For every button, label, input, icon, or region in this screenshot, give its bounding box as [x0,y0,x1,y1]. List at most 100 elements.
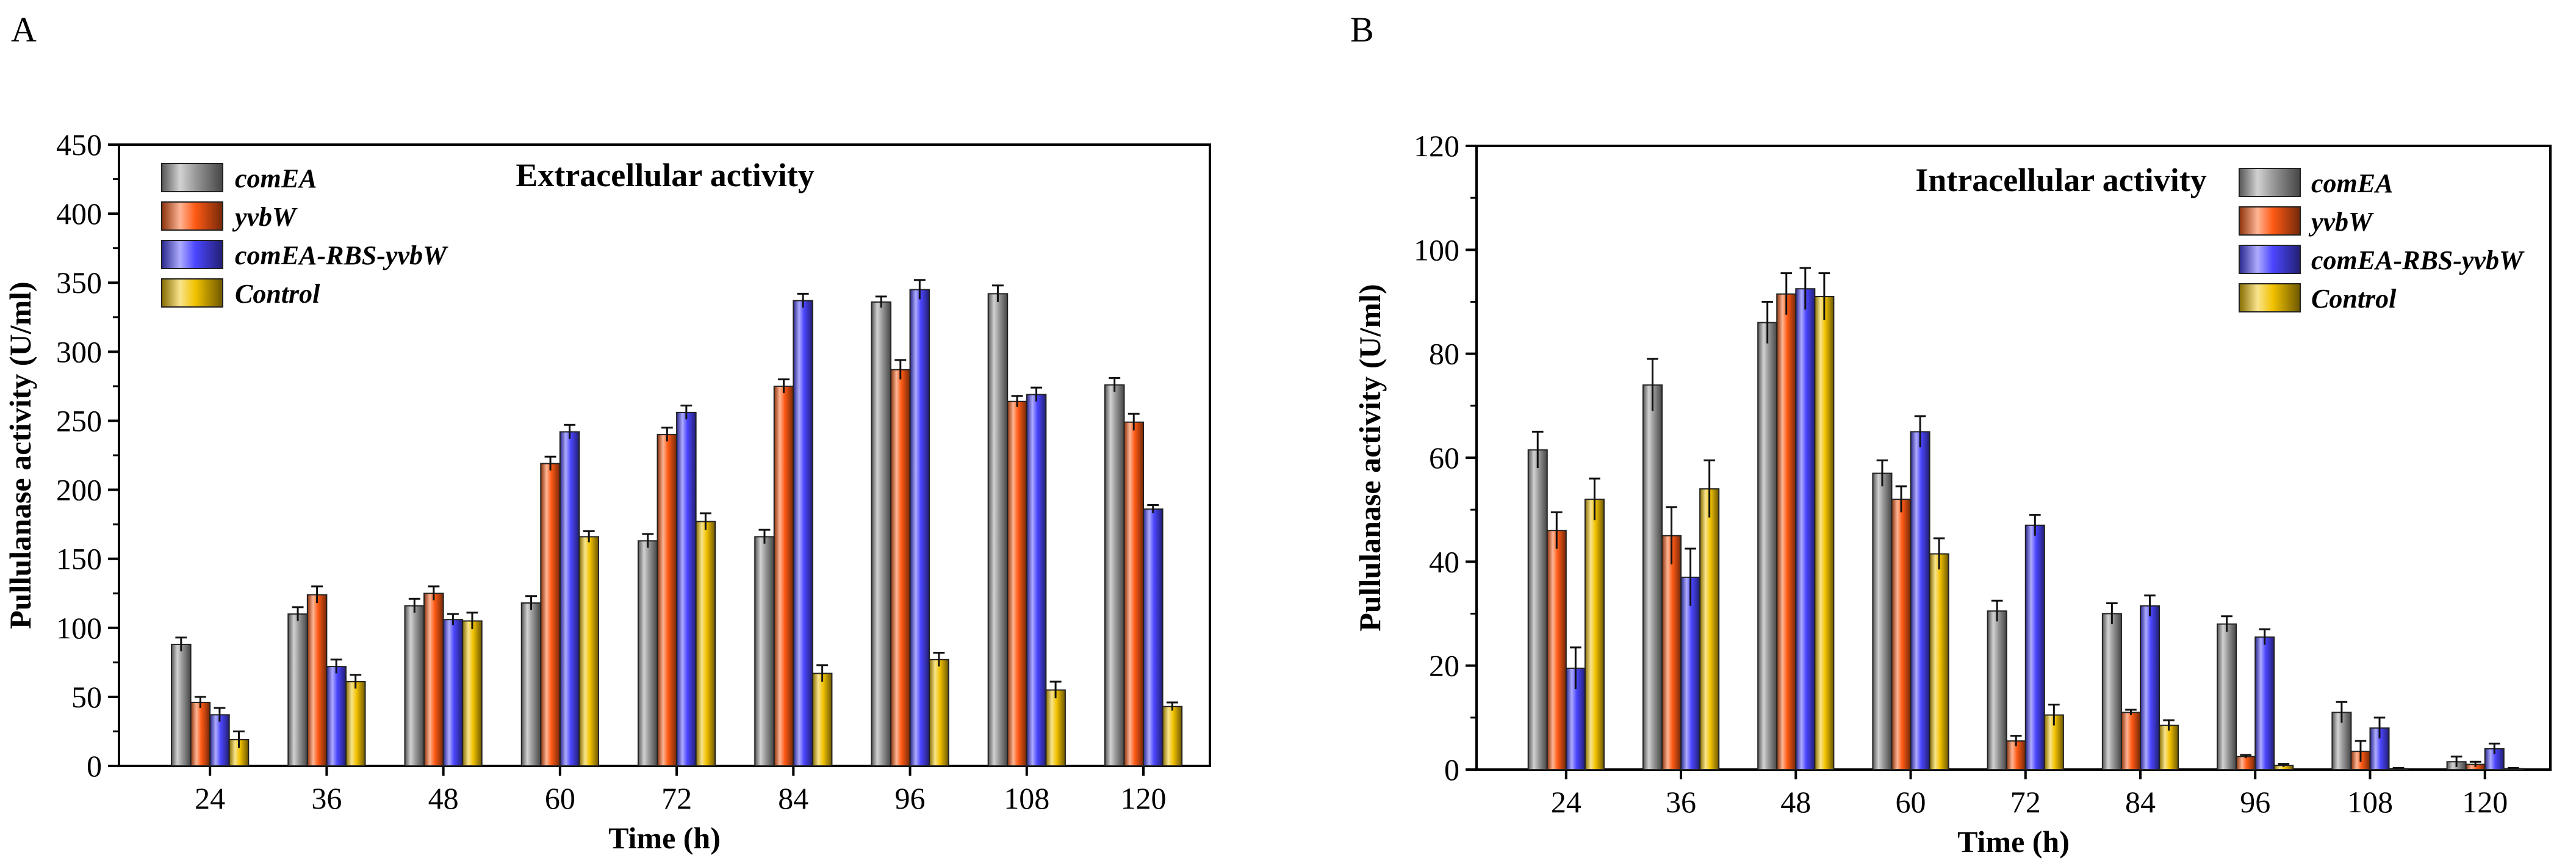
legend-swatch-comea [161,163,223,192]
x-tick-label: 72 [661,781,692,815]
y-tick-label: 250 [56,403,102,438]
legend-swatch-comea-rbs-yvbw [2239,245,2301,274]
bar-comea-rbs-yvbw [676,411,697,767]
bar-comea [404,605,425,767]
plot-frame [1475,145,2552,771]
x-tick-label: 120 [1120,781,1166,815]
bar-comea-rbs-yvbw [326,666,347,767]
panel-b-label: B [1350,10,1374,49]
chart-title: Intracellular activity [1915,162,2206,198]
bar-comea-rbs-yvbw [2254,636,2275,770]
x-tick-label: 24 [195,781,225,815]
y-tick-label: 0 [1444,752,1459,787]
bar-comea [520,602,542,767]
x-axis-title: Time (h) [608,821,721,855]
x-tick-label: 120 [2462,785,2508,819]
x-tick-label: 36 [1666,785,1696,819]
bar-comea-rbs-yvbw [1142,508,1164,767]
legend-label: comEA-RBS-yvbW [235,240,448,270]
y-tick-label: 40 [1429,544,1459,579]
y-tick-label: 150 [56,542,102,576]
bar-comea-rbs-yvbw [209,714,230,767]
bar-control [1929,553,1949,771]
bar-comea [1527,449,1548,770]
bar-comea [2217,623,2237,770]
bar-yvbw [540,463,561,767]
bar-yvbw [1123,421,1144,767]
legend-label: Control [235,279,320,309]
bar-control [1584,499,1605,771]
legend-swatch-yvbw [161,201,223,231]
bar-comea [987,293,1009,767]
bar-comea-rbs-yvbw [1795,288,1816,771]
legend-swatch-comea [2239,168,2301,197]
bar-yvbw [773,385,794,767]
bar-control [811,673,833,767]
bar-yvbw [1007,400,1027,767]
bar-comea-rbs-yvbw [793,300,813,767]
bar-comea-rbs-yvbw [1680,576,1701,771]
bar-comea-rbs-yvbw [559,431,580,767]
legend-swatch-control [161,278,223,308]
x-tick-label: 108 [1004,781,1049,815]
legend-label: comEA [2311,168,2393,198]
bar-yvbw [2120,712,2141,770]
legend-swatch-yvbw [2239,206,2301,236]
bar-control [929,659,949,767]
bar-yvbw [1776,293,1797,771]
x-tick-label: 72 [2010,785,2041,819]
bar-comea [287,613,308,767]
bar-comea [1104,384,1125,767]
bar-control [2159,724,2179,770]
bar-control [1814,295,1835,770]
legend-label: yvbW [2308,207,2374,237]
bar-comea-rbs-yvbw [2140,605,2160,770]
bar-control [1045,689,1066,767]
panel-a: A 0 50 100 150 200 250 300 350 400 450 24 36 48 60 72 8… [3,10,1211,855]
bar-yvbw [2236,756,2256,771]
bar-control [578,536,599,767]
x-tick-label: 84 [2125,785,2156,819]
bar-control [1699,488,1720,770]
bar-control [462,620,483,767]
bar-yvbw [890,369,911,767]
legend-label: comEA [235,164,317,193]
y-tick-label: 0 [87,749,102,783]
y-tick-label: 300 [56,334,102,369]
bar-yvbw [306,594,328,767]
x-tick-label: 96 [2240,785,2270,819]
y-tick-label: 100 [1414,233,1459,267]
bar-comea-rbs-yvbw [442,619,464,767]
bar-comea [637,540,658,767]
bar-control [695,521,716,767]
bar-yvbw [1546,530,1567,770]
panel-a-label: A [11,10,37,49]
bar-yvbw [1661,535,1682,770]
y-tick-label: 400 [56,197,102,231]
x-axis-title: Time (h) [1957,825,2070,859]
legend-label: Control [2311,284,2397,314]
y-tick-label: 20 [1429,649,1459,683]
bar-comea [2331,712,2352,770]
y-tick-label: 80 [1429,337,1459,371]
y-axis-title: Pullulanase activity (U/ml) [1353,284,1387,631]
x-tick-label: 24 [1551,785,1581,819]
x-tick-label: 60 [1896,785,1926,819]
y-tick-label: 60 [1429,441,1459,475]
bar-comea [1642,384,1663,770]
y-axis-title: Pullulanase activity (U/ml) [3,281,37,629]
bar-comea [1872,472,1893,770]
bar-yvbw [190,701,211,767]
bar-comea [1987,610,2007,770]
bar-yvbw [657,434,678,767]
legend-swatch-comea-rbs-yvbw [161,240,223,269]
x-tick-label: 108 [2347,785,2393,819]
y-tick-label: 100 [56,611,102,645]
bar-comea-rbs-yvbw [909,289,930,767]
x-tick-label: 36 [311,781,342,815]
bar-comea-rbs-yvbw [1026,394,1047,767]
bar-comea [2101,613,2122,770]
chart-title: Extracellular activity [516,157,814,193]
bar-yvbw [423,593,444,767]
legend-swatch-control [2239,283,2301,312]
